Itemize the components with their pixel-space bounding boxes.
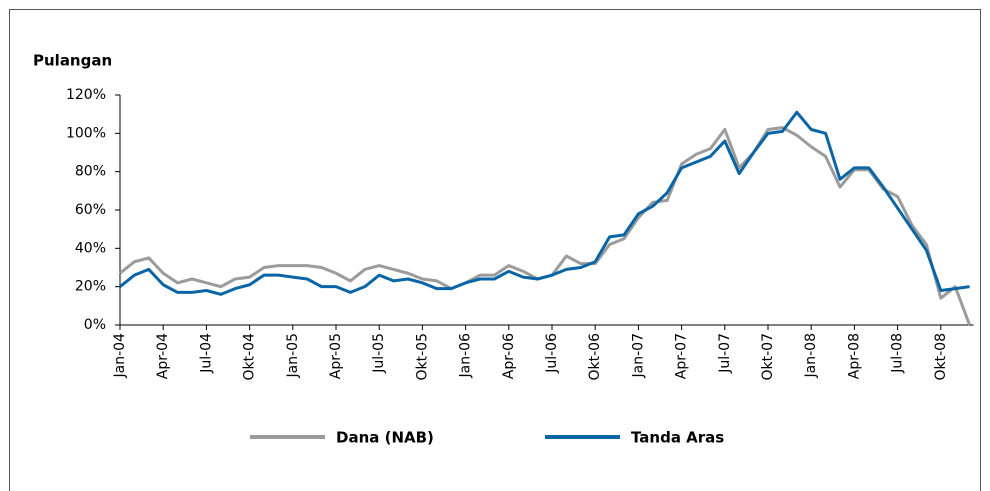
x-tick-label: Jul-04: [198, 333, 214, 374]
y-tick-label: 20%: [75, 279, 106, 295]
y-tick-label: 0%: [84, 317, 106, 333]
x-tick-label: Okt-08: [933, 333, 949, 380]
x-tick-label: Jul-05: [371, 333, 387, 374]
y-tick-label: 120%: [66, 87, 106, 103]
x-tick-label: Apr-05: [328, 333, 344, 379]
series-line: [119, 110, 970, 296]
x-tick-label: Jul-06: [544, 333, 560, 374]
series-line: [119, 126, 972, 326]
legend-label: Dana (NAB): [336, 429, 434, 447]
y-tick-label: 40%: [75, 240, 106, 256]
x-tick-label: Okt-04: [242, 333, 258, 381]
x-tick-label: Jul-08: [890, 333, 906, 374]
x-tick-label: Apr-04: [155, 333, 171, 379]
x-tick-label: Jan-04: [112, 333, 128, 379]
legend-label: Tanda Aras: [631, 429, 724, 447]
chart-title: Pulangan: [33, 52, 112, 70]
y-tick-label: 60%: [75, 202, 106, 218]
y-tick-label: 80%: [75, 164, 106, 180]
frame: [9, 9, 981, 491]
x-tick-label: Jan-06: [458, 333, 474, 379]
y-tick-label: 100%: [66, 125, 106, 141]
x-tick-label: Apr-08: [846, 333, 862, 379]
x-tick-label: Jan-08: [803, 333, 819, 378]
x-tick-label: Okt-07: [760, 333, 776, 380]
x-tick-label: Jan-05: [285, 333, 301, 378]
x-tick-label: Jul-07: [717, 333, 733, 374]
x-tick-label: Apr-07: [674, 333, 690, 379]
x-tick-label: Apr-06: [501, 333, 517, 379]
x-tick-label: Okt-06: [587, 333, 603, 381]
x-tick-label: Okt-05: [414, 333, 430, 380]
x-tick-label: Jan-07: [630, 333, 646, 378]
